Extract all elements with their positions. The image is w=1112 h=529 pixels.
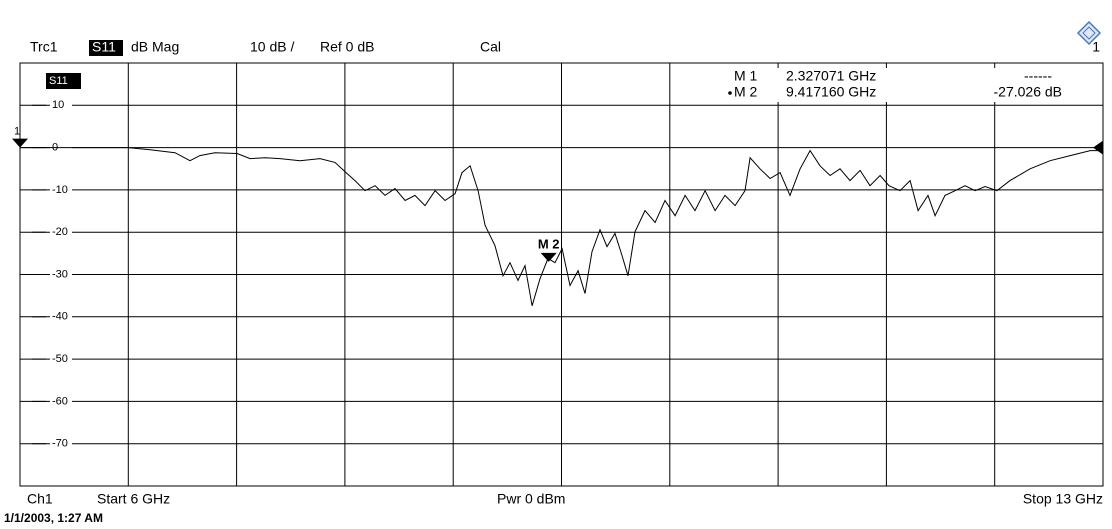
- marker-freq: 2.327071 GHz: [786, 68, 876, 84]
- trace-name: Trc1: [30, 39, 58, 55]
- start-freq: Start 6 GHz: [97, 491, 170, 507]
- y-tick-label: -30: [52, 268, 68, 280]
- tick-label-bg: [50, 310, 72, 323]
- marker-name: M 2: [734, 84, 758, 100]
- marker-freq: 9.417160 GHz: [786, 84, 876, 100]
- trace-label: S11: [49, 75, 68, 87]
- scale: 10 dB /: [250, 39, 294, 55]
- trace-label-bg: [46, 73, 81, 89]
- ref-marker-label: 1: [14, 126, 20, 138]
- stop-freq: Stop 13 GHz: [1023, 491, 1103, 507]
- marker-table-bg: [725, 68, 1095, 102]
- y-tick-label: 10: [52, 99, 64, 111]
- timestamp: 1/1/2003, 1:27 AM: [4, 511, 103, 525]
- channel-number: 1: [1092, 39, 1100, 55]
- y-tick-label: -70: [52, 438, 68, 450]
- tick-label-bg: [50, 183, 72, 196]
- marker-name: M 1: [734, 68, 758, 84]
- y-tick-label: -50: [52, 353, 68, 365]
- tick-label-bg: [50, 226, 72, 239]
- marker-value: -27.026 dB: [994, 84, 1063, 100]
- marker-label: M 2: [538, 236, 560, 251]
- tick-label-bg: [50, 268, 72, 281]
- y-tick-label: -40: [52, 311, 68, 323]
- tick-label-bg: [50, 437, 72, 450]
- marker-value: ------: [1024, 68, 1052, 84]
- tick-label-bg: [50, 353, 72, 366]
- format: dB Mag: [131, 39, 179, 55]
- y-tick-label: -60: [52, 395, 68, 407]
- marker: [540, 252, 557, 262]
- trace-param-bg: [89, 40, 123, 56]
- trace-param: S11: [92, 39, 116, 55]
- y-tick-label: -10: [52, 184, 68, 196]
- ref-marker-left: [12, 138, 28, 148]
- channel: Ch1: [27, 491, 53, 507]
- ref-marker-right: [1093, 140, 1103, 155]
- active-marker-dot: [728, 91, 732, 95]
- y-tick-label: -20: [52, 226, 68, 238]
- tick-label-bg: [50, 395, 72, 408]
- cal-state: Cal: [480, 39, 501, 55]
- ref-level: Ref 0 dB: [320, 39, 374, 55]
- logo: [1076, 20, 1102, 46]
- tick-label-bg: [50, 99, 72, 112]
- trace: [20, 147, 1103, 306]
- power: Pwr 0 dBm: [497, 491, 565, 507]
